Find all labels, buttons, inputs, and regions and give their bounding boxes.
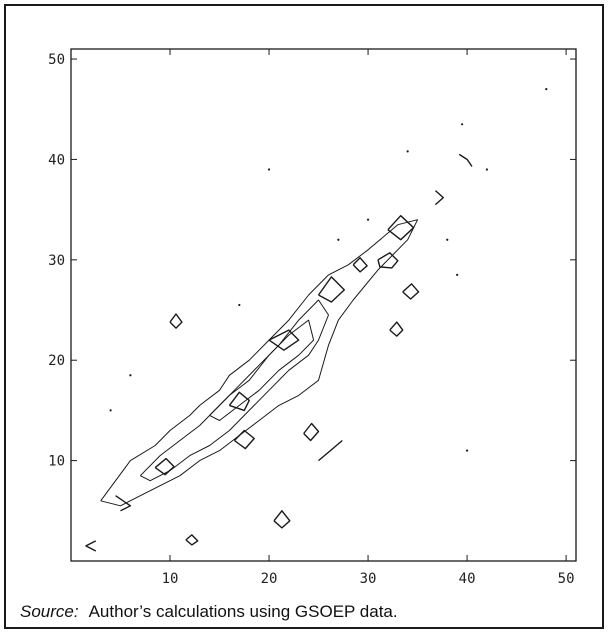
scatter-dot-11 [366, 218, 370, 221]
axis-ticks: 10 20 30 40 50 10 20 30 40 50 [48, 49, 576, 587]
scatter-dot-5 [238, 303, 241, 307]
contour-line-9 [387, 214, 415, 241]
scatter-dot-3 [406, 150, 409, 153]
figure-frame: 10 20 30 40 50 10 20 30 40 50 Source: Author’s cal… [4, 4, 604, 629]
contour-line-1 [100, 219, 419, 507]
y-tick-label-40: 40 [48, 152, 65, 168]
contour-line-19 [115, 495, 132, 512]
contour-line-21 [434, 190, 444, 206]
x-tick-label-30: 30 [360, 571, 377, 587]
x-tick-label-20: 20 [261, 571, 278, 587]
scatter-dots [109, 88, 548, 452]
contour-line-3 [209, 319, 315, 421]
scatter-dot-1 [545, 88, 548, 91]
contour-plot: 10 20 30 40 50 10 20 30 40 50 [48, 48, 577, 587]
scatter-dot-8 [485, 168, 488, 171]
contour-line-22 [458, 153, 473, 167]
x-tick-label-50: 50 [558, 571, 575, 587]
contour-line-20 [85, 540, 97, 552]
y-tick-label-50: 50 [48, 52, 65, 68]
contour-line-15 [377, 252, 399, 269]
contour-line-17 [352, 257, 368, 273]
contour-line-16 [402, 283, 420, 300]
scatter-dot-7 [456, 273, 459, 276]
contour-line-13 [273, 510, 291, 529]
contour-lines [85, 153, 473, 552]
y-tick-label-30: 30 [48, 253, 65, 269]
scatter-dot-10 [109, 409, 112, 412]
contour-line-6 [233, 429, 255, 450]
scatter-dot-4 [267, 168, 271, 171]
contour-line-12 [389, 321, 404, 337]
scatter-dot-12 [465, 449, 469, 452]
y-tick-label-10: 10 [48, 454, 65, 470]
scatter-dot-6 [446, 238, 449, 241]
contour-line-11 [169, 313, 183, 329]
plot-area-border [70, 48, 577, 562]
caption-text: Author’s calculations using GSOEP data. [88, 602, 398, 621]
contour-line-10 [303, 422, 320, 442]
x-tick-label-10: 10 [162, 571, 179, 587]
contour-line-5 [154, 457, 175, 476]
figure-caption: Source: Author’s calculations using GSOEP… [20, 602, 398, 622]
contour-line-18 [318, 439, 343, 462]
scatter-dot-2 [461, 123, 464, 126]
scatter-dot-13 [337, 238, 340, 241]
caption-source-label: Source: [20, 602, 79, 621]
x-tick-label-40: 40 [459, 571, 476, 587]
contour-line-8 [317, 276, 345, 303]
contour-line-14 [185, 534, 199, 546]
scatter-dot-9 [129, 374, 132, 377]
contour-line-4 [228, 391, 250, 412]
y-tick-label-20: 20 [48, 353, 65, 369]
contour-line-7 [268, 329, 300, 351]
contour-line-2 [139, 299, 329, 482]
